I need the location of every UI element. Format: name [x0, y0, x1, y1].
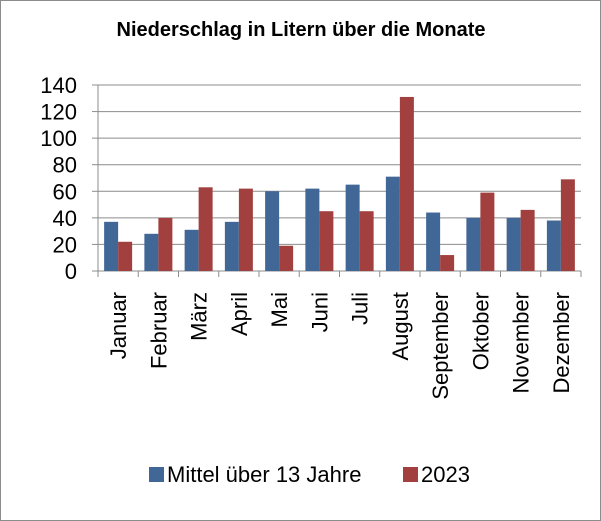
x-tick-label: Oktober — [468, 292, 493, 370]
x-tick-label: März — [187, 292, 212, 341]
bar-year-märz — [198, 187, 213, 271]
y-tick-label: 100 — [40, 126, 77, 151]
bar-mittel-mai — [265, 191, 280, 271]
bar-year-oktober — [480, 192, 495, 271]
bar-mittel-januar — [104, 221, 119, 271]
x-tick-label: Juni — [307, 292, 332, 332]
legend: Mittel über 13 Jahre 2023 — [149, 462, 470, 487]
x-tick-label: November — [509, 292, 534, 393]
gridlines — [98, 84, 581, 245]
bar-year-februar — [158, 217, 173, 271]
bar-year-dezember — [560, 179, 575, 271]
chart-title: Niederschlag in Litern über die Monate — [117, 19, 486, 41]
bar-year-januar — [118, 241, 133, 271]
bar-mittel-dezember — [546, 220, 561, 271]
y-tick-label: 20 — [53, 232, 77, 257]
x-tick-label: Dezember — [549, 292, 574, 393]
bar-year-juli — [359, 211, 374, 271]
bar-year-juni — [319, 211, 334, 271]
bar-year-april — [238, 188, 253, 271]
bar-mittel-april — [224, 221, 239, 271]
y-tick-label: 60 — [53, 179, 77, 204]
x-tick-label: Januar — [106, 292, 131, 359]
bar-mittel-märz — [184, 229, 199, 271]
y-tick-label: 80 — [53, 153, 77, 178]
legend-swatch — [403, 467, 418, 482]
y-tick-label: 120 — [40, 100, 77, 125]
bar-mittel-oktober — [466, 217, 481, 271]
x-tick-label: Februar — [146, 292, 171, 369]
x-axis-ticks: Januar Februar März April Mai Juni Juli August S… — [106, 292, 574, 400]
bars — [104, 96, 575, 271]
bar-mittel-august — [385, 176, 400, 271]
x-tick-label: Juli — [348, 292, 373, 325]
x-tick-label: September — [428, 292, 453, 400]
y-tick-label: 40 — [53, 206, 77, 231]
x-tick-label: Mai — [267, 292, 292, 327]
x-tick-label: August — [388, 292, 413, 361]
y-tick-label: 140 — [40, 73, 77, 98]
axes — [92, 84, 582, 277]
bar-mittel-februar — [144, 233, 159, 271]
legend-label: 2023 — [421, 462, 470, 487]
bar-year-mai — [279, 245, 294, 271]
bar-mittel-september — [426, 212, 441, 271]
bar-mittel-juli — [345, 184, 360, 271]
legend-label: Mittel über 13 Jahre — [167, 462, 361, 487]
x-tick-label: April — [227, 292, 252, 336]
bar-mittel-juni — [305, 188, 320, 271]
bar-year-august — [399, 96, 414, 271]
legend-swatch — [149, 467, 164, 482]
bar-mittel-november — [506, 217, 521, 271]
bar-year-september — [440, 255, 455, 271]
bar-year-november — [520, 209, 535, 271]
y-tick-label: 0 — [65, 259, 77, 284]
